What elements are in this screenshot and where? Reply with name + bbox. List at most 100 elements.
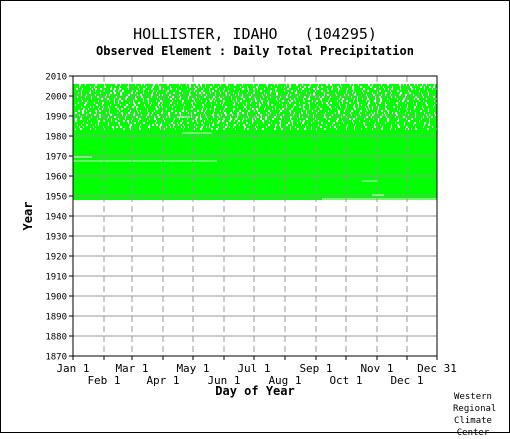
- observed-segment: [91, 86, 94, 88]
- observed-segment: [330, 98, 339, 100]
- x-tick-label: Sep 1: [299, 362, 332, 375]
- observed-segment: [241, 110, 248, 112]
- observed-segment: [379, 118, 387, 120]
- observed-segment: [254, 120, 262, 122]
- observed-segment: [275, 84, 277, 86]
- observed-segment: [73, 104, 75, 106]
- observed-segment: [402, 92, 409, 94]
- observed-segment: [341, 84, 350, 86]
- observed-segment: [407, 118, 411, 120]
- observed-segment: [93, 88, 95, 90]
- observed-segment: [435, 96, 437, 98]
- observed-segment: [193, 104, 202, 106]
- observed-segment: [141, 124, 149, 126]
- observed-segment: [115, 102, 118, 104]
- observed-segment: [370, 100, 374, 102]
- observed-segment: [407, 108, 414, 110]
- observed-segment: [181, 114, 191, 116]
- observed-segment: [383, 128, 390, 130]
- observed-segment: [353, 92, 355, 94]
- observed-segment: [335, 122, 343, 124]
- observed-segment: [266, 106, 275, 108]
- observed-segment: [332, 102, 339, 104]
- observed-segment: [192, 116, 196, 118]
- observed-segment: [251, 102, 259, 104]
- observed-segment: [409, 128, 411, 130]
- observed-segment: [246, 126, 255, 128]
- observed-segment: [401, 84, 403, 86]
- observed-segment: [287, 84, 289, 86]
- observed-segment: [263, 94, 266, 96]
- observed-segment: [141, 118, 149, 120]
- observed-segment: [127, 98, 135, 100]
- observed-segment: [235, 120, 238, 122]
- observed-segment: [230, 94, 235, 96]
- observed-segment: [139, 120, 147, 122]
- observed-segment: [269, 114, 276, 116]
- observed-segment: [161, 86, 170, 88]
- observed-segment: [225, 88, 234, 90]
- observed-segment: [142, 114, 147, 116]
- observed-segment: [329, 104, 339, 106]
- x-tick-label: Jul 1: [237, 362, 270, 375]
- observed-segment: [297, 92, 306, 94]
- observed-segment: [328, 84, 330, 86]
- observed-segment: [101, 110, 109, 112]
- observed-segment: [178, 122, 180, 124]
- observed-segment: [425, 112, 434, 114]
- observed-segment: [409, 114, 415, 116]
- observed-segment: [434, 106, 437, 108]
- observed-segment: [84, 126, 93, 128]
- observed-segment: [92, 122, 98, 124]
- y-tick-label: 2000: [45, 93, 67, 103]
- observed-segment: [101, 114, 110, 116]
- observed-segment: [184, 128, 194, 130]
- observed-segment: [404, 84, 406, 86]
- observed-segment: [112, 86, 119, 88]
- observed-segment: [281, 122, 288, 124]
- observed-segment: [89, 108, 98, 110]
- observed-segment: [184, 108, 191, 110]
- observed-segment: [255, 90, 260, 92]
- observed-segment: [344, 122, 353, 124]
- observed-segment: [73, 98, 81, 100]
- observed-segment: [193, 102, 195, 104]
- observed-segment: [142, 94, 151, 96]
- observed-segment: [429, 108, 437, 110]
- observed-segment: [97, 112, 106, 114]
- observed-segment: [190, 92, 196, 94]
- observed-segment: [377, 104, 385, 106]
- observed-segment: [268, 86, 271, 88]
- observed-segment: [331, 96, 340, 98]
- observed-segment: [398, 98, 403, 100]
- observed-segment: [225, 118, 230, 120]
- observed-segment: [315, 94, 324, 96]
- observed-segment: [375, 124, 380, 126]
- observed-segment: [123, 108, 128, 110]
- observed-segment: [153, 94, 159, 96]
- observed-segment: [248, 92, 253, 94]
- observed-segment: [416, 112, 424, 114]
- observed-segment: [310, 102, 315, 104]
- observed-segment: [235, 88, 242, 90]
- observed-segment: [428, 104, 434, 106]
- observed-segment: [212, 86, 218, 88]
- observed-segment: [170, 112, 175, 114]
- observed-segment: [333, 88, 338, 90]
- observed-segment: [110, 100, 114, 102]
- observed-segment: [416, 88, 424, 90]
- observed-segment: [88, 124, 95, 126]
- observed-segment: [315, 92, 324, 94]
- observed-segment: [339, 86, 341, 88]
- observed-segment: [188, 88, 195, 90]
- observed-segment: [407, 84, 409, 86]
- observed-segment: [198, 122, 201, 124]
- observed-segment: [303, 116, 313, 118]
- observed-segment: [197, 118, 200, 120]
- observed-segment: [353, 120, 359, 122]
- observed-segment: [351, 112, 359, 114]
- observed-segment: [203, 126, 206, 128]
- observed-segment: [288, 96, 297, 98]
- observed-segment: [121, 84, 128, 86]
- observed-segment: [133, 92, 135, 94]
